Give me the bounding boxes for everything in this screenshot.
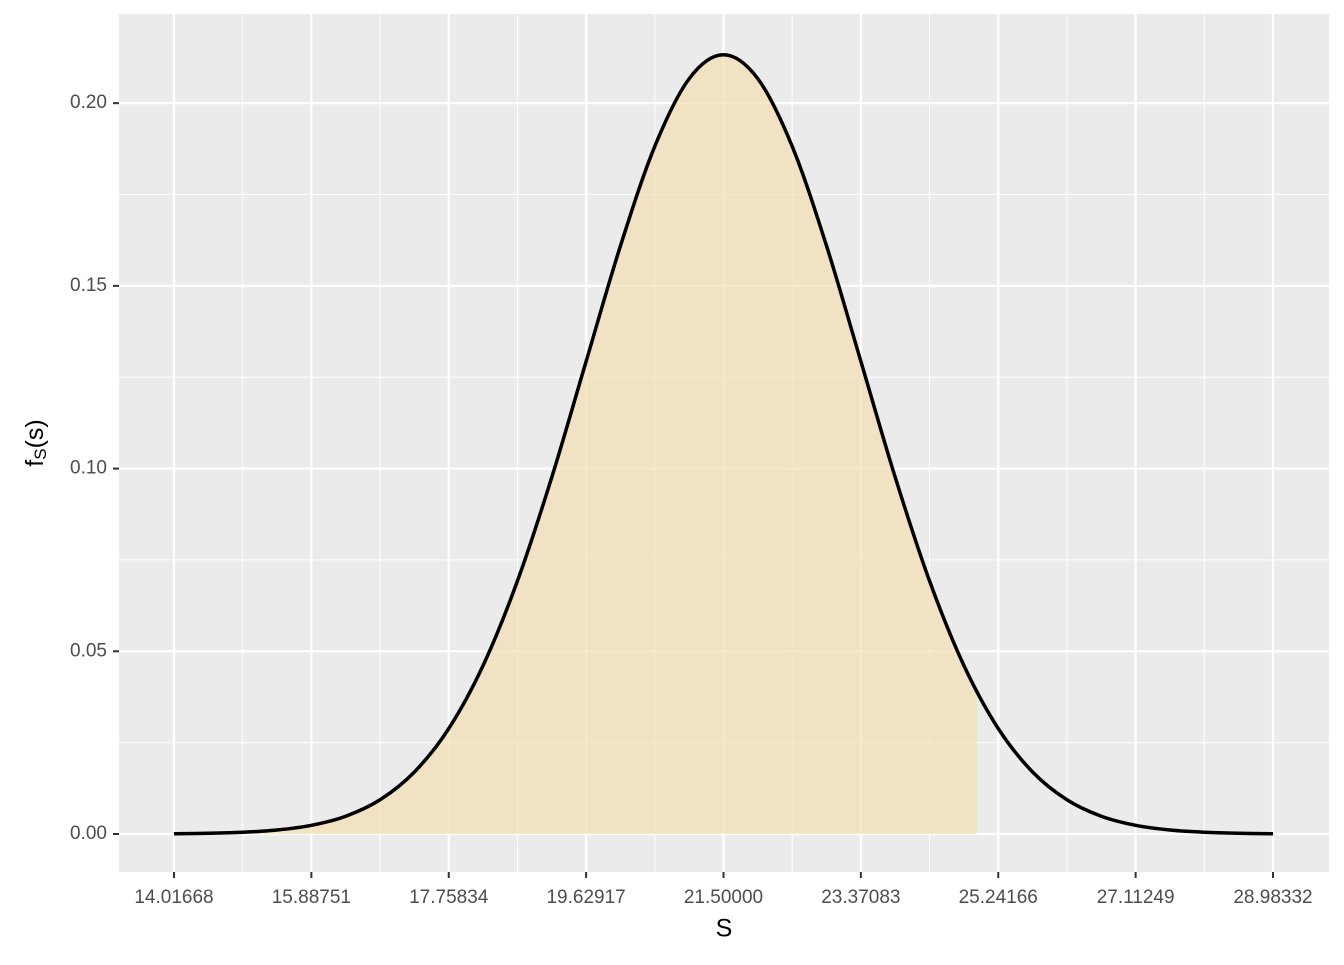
x-tick-label: 19.62917 — [546, 887, 625, 908]
y-tick-label: 0.00 — [70, 823, 107, 844]
y-tick-label: 0.10 — [70, 458, 107, 479]
y-tick-label: 0.20 — [70, 92, 107, 113]
shaded-area — [173, 54, 977, 834]
x-tick-label: 28.98332 — [1233, 887, 1312, 908]
x-tick-label: 25.24166 — [959, 887, 1038, 908]
y-title-sub: S — [31, 448, 50, 459]
x-tick-label: 14.01668 — [134, 887, 213, 908]
y-tick-label: 0.05 — [70, 640, 107, 661]
x-tick-label: 15.88751 — [272, 887, 351, 908]
density-line — [173, 53, 1274, 836]
x-axis-title: S — [716, 915, 733, 943]
y-title-main: f — [21, 460, 49, 467]
x-tick-label: 27.11249 — [1097, 887, 1175, 908]
x-tick-label: 17.75834 — [409, 887, 489, 908]
y-axis-title: fS(s) — [21, 419, 51, 466]
y-tick-label: 0.15 — [70, 275, 107, 296]
y-title-tail: (s) — [21, 419, 49, 448]
x-tick-label: 23.37083 — [821, 887, 900, 908]
x-tick-label: 21.50000 — [684, 887, 763, 908]
